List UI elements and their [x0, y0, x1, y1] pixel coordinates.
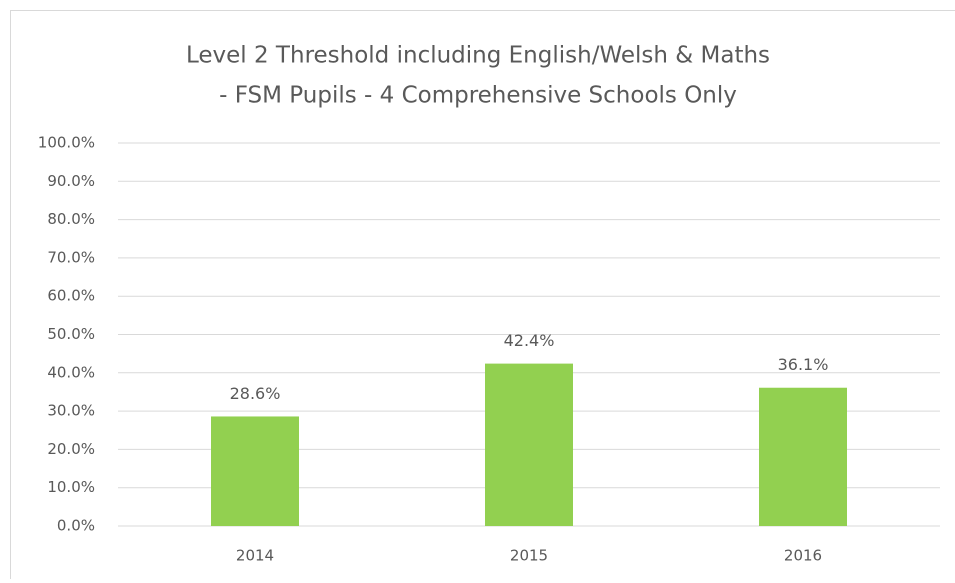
y-tick-label: 60.0%: [47, 287, 95, 305]
y-tick-label: 80.0%: [47, 210, 95, 228]
chart-title: Level 2 Threshold including English/Wels…: [186, 43, 770, 69]
bar: [485, 364, 573, 526]
y-tick-label: 100.0%: [38, 134, 95, 152]
x-tick-label: 2015: [510, 547, 548, 565]
y-tick-label: 30.0%: [47, 402, 95, 420]
y-tick-label: 20.0%: [47, 440, 95, 458]
chart-title: - FSM Pupils - 4 Comprehensive Schools O…: [219, 83, 737, 109]
x-tick-label: 2014: [236, 547, 274, 565]
x-tick-label: 2016: [784, 547, 822, 565]
y-tick-label: 70.0%: [47, 248, 95, 266]
bar: [211, 416, 299, 526]
y-tick-label: 10.0%: [47, 478, 95, 496]
y-tick-label: 50.0%: [47, 325, 95, 343]
data-label: 36.1%: [778, 355, 829, 374]
data-label: 42.4%: [504, 331, 555, 350]
y-tick-label: 40.0%: [47, 363, 95, 381]
y-tick-label: 90.0%: [47, 172, 95, 190]
bar: [759, 388, 847, 526]
data-label: 28.6%: [230, 384, 281, 403]
y-tick-label: 0.0%: [57, 517, 95, 535]
